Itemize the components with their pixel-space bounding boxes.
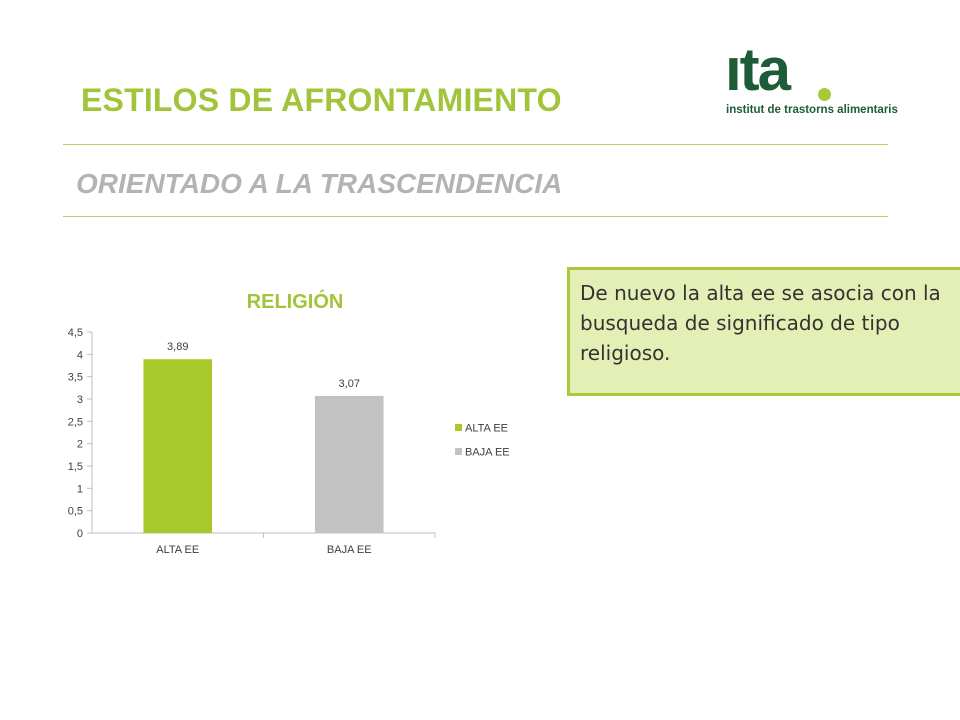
- x-tick-label: ALTA EE: [156, 544, 199, 556]
- bottom-divider: [63, 216, 888, 217]
- logo-dot: [818, 88, 831, 101]
- y-tick-label: 0,5: [68, 506, 83, 518]
- data-label: 3,07: [339, 378, 360, 390]
- slide-subtitle: ORIENTADO A LA TRASCENDENCIA: [76, 168, 563, 199]
- legend-label: ALTA EE: [465, 423, 508, 435]
- bar-alta-ee: [143, 359, 213, 533]
- legend-swatch: [455, 424, 462, 431]
- top-divider: [63, 144, 888, 145]
- legend-label: BAJA EE: [465, 447, 510, 459]
- chart-legend: ALTA EE BAJA EE: [455, 423, 510, 459]
- religion-bar-chart: RELIGIÓN 0 0,5 1 1,5 2 2,5 3 3,5 4 4,5 ALTA EE BAJA…: [68, 289, 510, 556]
- x-tick-label: BAJA EE: [327, 544, 372, 556]
- y-tick-label: 2,5: [68, 416, 83, 428]
- note-text: De nuevo la alta ee se asocia con la bus…: [580, 281, 941, 365]
- logo-wordmark: ıta: [725, 36, 791, 103]
- logo-tagline: institut de trastorns alimentaris: [726, 104, 898, 116]
- chart-bars: 3,89 3,07: [143, 341, 384, 533]
- y-tick-label: 1,5: [68, 461, 83, 473]
- y-tick-label: 4: [77, 349, 83, 361]
- y-tick-label: 0: [77, 528, 83, 540]
- slide-title: ESTILOS DE AFRONTAMIENTO: [81, 82, 562, 118]
- y-tick-label: 4,5: [68, 327, 83, 339]
- bar-baja-ee: [314, 395, 384, 533]
- y-tick-label: 2: [77, 439, 83, 451]
- y-tick-label: 1: [77, 483, 83, 495]
- y-tick-label: 3,5: [68, 372, 83, 384]
- legend-swatch: [455, 448, 462, 455]
- note-box: De nuevo la alta ee se asocia con la bus…: [567, 267, 960, 396]
- ita-logo: ıta institut de trastorns alimentaris: [725, 40, 898, 120]
- y-tick-label: 3: [77, 394, 83, 406]
- data-label: 3,89: [167, 341, 188, 353]
- chart-axes: 0 0,5 1 1,5 2 2,5 3 3,5 4 4,5 ALTA EE BAJA EE: [68, 327, 436, 556]
- chart-title: RELIGIÓN: [247, 289, 344, 313]
